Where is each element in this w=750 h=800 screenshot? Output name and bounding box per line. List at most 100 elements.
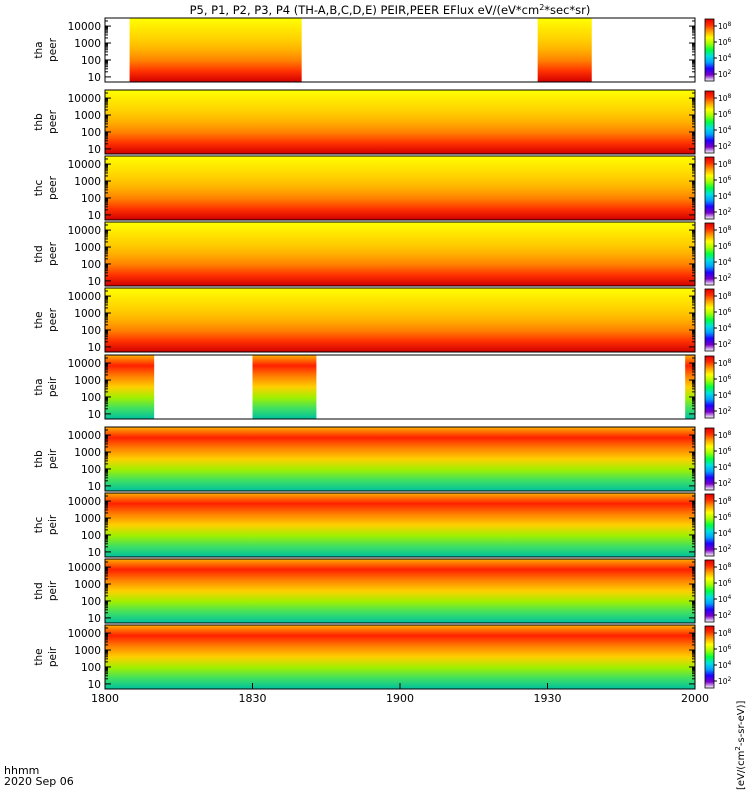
y-tick-label: 1000 xyxy=(74,579,101,591)
colorbar-tick-label: 104 xyxy=(718,660,732,670)
y-tick-label: 10 xyxy=(88,679,101,691)
colorbar-tick-label: 104 xyxy=(718,594,732,604)
colorbar-tick-label: 106 xyxy=(718,109,732,119)
data-block xyxy=(105,355,155,419)
panel-label-species: peer xyxy=(47,37,59,62)
colorbar-tick-label: 108 xyxy=(718,93,732,103)
y-tick-label: 100 xyxy=(81,530,101,542)
data-block xyxy=(105,493,695,557)
y-tick-label: 1000 xyxy=(74,110,101,122)
y-tick-label: 10000 xyxy=(68,291,101,303)
colorbar xyxy=(704,18,715,82)
x-tick-label: 1930 xyxy=(534,692,562,705)
panel-tha-peir: 10 100 1000 10000 tha peir 102 104 106 108 xyxy=(33,354,732,421)
y-tick-label: 100 xyxy=(81,662,101,674)
y-tick-label: 10000 xyxy=(68,225,101,237)
y-tick-label: 100 xyxy=(81,392,101,404)
data-block xyxy=(537,18,592,82)
colorbar-tick-label: 108 xyxy=(718,430,732,440)
colorbar xyxy=(704,222,715,286)
panel-label-probe: tha xyxy=(33,41,45,58)
colorbar-tick-label: 104 xyxy=(718,257,732,267)
colorbar xyxy=(704,355,715,419)
colorbar-tick-label: 108 xyxy=(718,21,732,31)
y-tick-label: 1000 xyxy=(74,242,101,254)
y-tick-label: 1000 xyxy=(74,645,101,657)
colorbar-tick-label: 102 xyxy=(718,406,732,416)
colorbar-tick-label: 106 xyxy=(718,307,732,317)
y-tick-label: 10000 xyxy=(68,21,101,33)
colorbar xyxy=(704,288,715,352)
panel-the-peer: 10 100 1000 10000 the peer 102 104 106 108 xyxy=(33,287,732,354)
x-tick-label: 1900 xyxy=(386,692,414,705)
colorbar-tick-label: 104 xyxy=(718,528,732,538)
panel-thd-peer: 10 100 1000 10000 thd peer 102 104 106 108 xyxy=(33,221,732,288)
colorbar-tick-label: 102 xyxy=(718,478,732,488)
colorbar xyxy=(704,156,715,220)
y-tick-label: 10000 xyxy=(68,159,101,171)
panel-label-species: peer xyxy=(47,175,59,200)
y-tick-label: 100 xyxy=(81,193,101,205)
panel-thd-peir: 10 100 1000 10000 thd peir 102 104 106 108 xyxy=(33,558,732,625)
colorbar-tick-label: 104 xyxy=(718,125,732,135)
y-tick-label: 1000 xyxy=(74,513,101,525)
y-tick-label: 100 xyxy=(81,259,101,271)
x-axis-label: hhmm xyxy=(4,764,39,777)
y-tick-label: 10 xyxy=(88,210,101,222)
y-tick-label: 100 xyxy=(81,464,101,476)
data-block xyxy=(129,18,302,82)
x-axis-date: 2020 Sep 06 xyxy=(4,775,74,788)
chart-title: P5, P1, P2, P3, P4 (TH-A,B,C,D,E) PEIR,P… xyxy=(190,3,591,17)
panel-label-species: peer xyxy=(47,109,59,134)
data-block xyxy=(252,355,317,419)
panel-label-probe: tha xyxy=(33,378,45,395)
colorbar-tick-label: 106 xyxy=(718,644,732,654)
colorbar-tick-label: 106 xyxy=(718,175,732,185)
data-block xyxy=(685,355,695,419)
panel-thc-peer: 10 100 1000 10000 thc peer 102 104 106 108 xyxy=(33,155,732,222)
panel-tha-peer: 10 100 1000 10000 tha peer 102 104 106 108 xyxy=(33,17,732,84)
data-block xyxy=(105,90,695,154)
colorbar-tick-label: 108 xyxy=(718,159,732,169)
colorbar-tick-label: 106 xyxy=(718,241,732,251)
x-tick-label: 2000 xyxy=(681,692,709,705)
y-tick-label: 10000 xyxy=(68,93,101,105)
y-tick-label: 10 xyxy=(88,547,101,559)
panel-label-probe: thd xyxy=(33,582,45,599)
data-block xyxy=(105,625,695,689)
colorbar-tick-label: 106 xyxy=(718,578,732,588)
y-tick-label: 100 xyxy=(81,127,101,139)
panel-label-species: peir xyxy=(47,580,59,601)
colorbar-tick-label: 102 xyxy=(718,610,732,620)
colorbar-tick-label: 102 xyxy=(718,69,732,79)
y-tick-label: 10000 xyxy=(68,430,101,442)
colorbar-tick-label: 106 xyxy=(718,446,732,456)
panel-thb-peir: 10 100 1000 10000 thb peir 102 104 106 108 xyxy=(33,426,732,493)
colorbar xyxy=(704,625,715,689)
colorbar-tick-label: 104 xyxy=(718,323,732,333)
data-block xyxy=(105,222,695,286)
colorbar-tick-label: 106 xyxy=(718,37,732,47)
colorbar-tick-label: 104 xyxy=(718,53,732,63)
colorbar-tick-label: 102 xyxy=(718,676,732,686)
y-tick-label: 1000 xyxy=(74,308,101,320)
y-tick-label: 1000 xyxy=(74,176,101,188)
colorbar-tick-label: 104 xyxy=(718,390,732,400)
panel-label-probe: thb xyxy=(33,113,45,131)
x-tick-label: 1830 xyxy=(239,692,267,705)
y-tick-label: 10 xyxy=(88,481,101,493)
panel-label-species: peer xyxy=(47,241,59,266)
colorbar-tick-label: 102 xyxy=(718,141,732,151)
colorbar-tick-label: 108 xyxy=(718,225,732,235)
x-tick-label: 1800 xyxy=(91,692,119,705)
panel-the-peir: 10 100 1000 10000 the peir 102 104 106 108 xyxy=(33,624,732,691)
panel-label-species: peer xyxy=(47,307,59,332)
colorbar xyxy=(704,90,715,154)
y-tick-label: 100 xyxy=(81,596,101,608)
y-tick-label: 100 xyxy=(81,55,101,67)
data-block xyxy=(105,559,695,623)
data-block xyxy=(105,156,695,220)
panel-label-probe: thc xyxy=(33,517,45,534)
panel-label-species: peir xyxy=(47,646,59,667)
y-tick-label: 10000 xyxy=(68,562,101,574)
